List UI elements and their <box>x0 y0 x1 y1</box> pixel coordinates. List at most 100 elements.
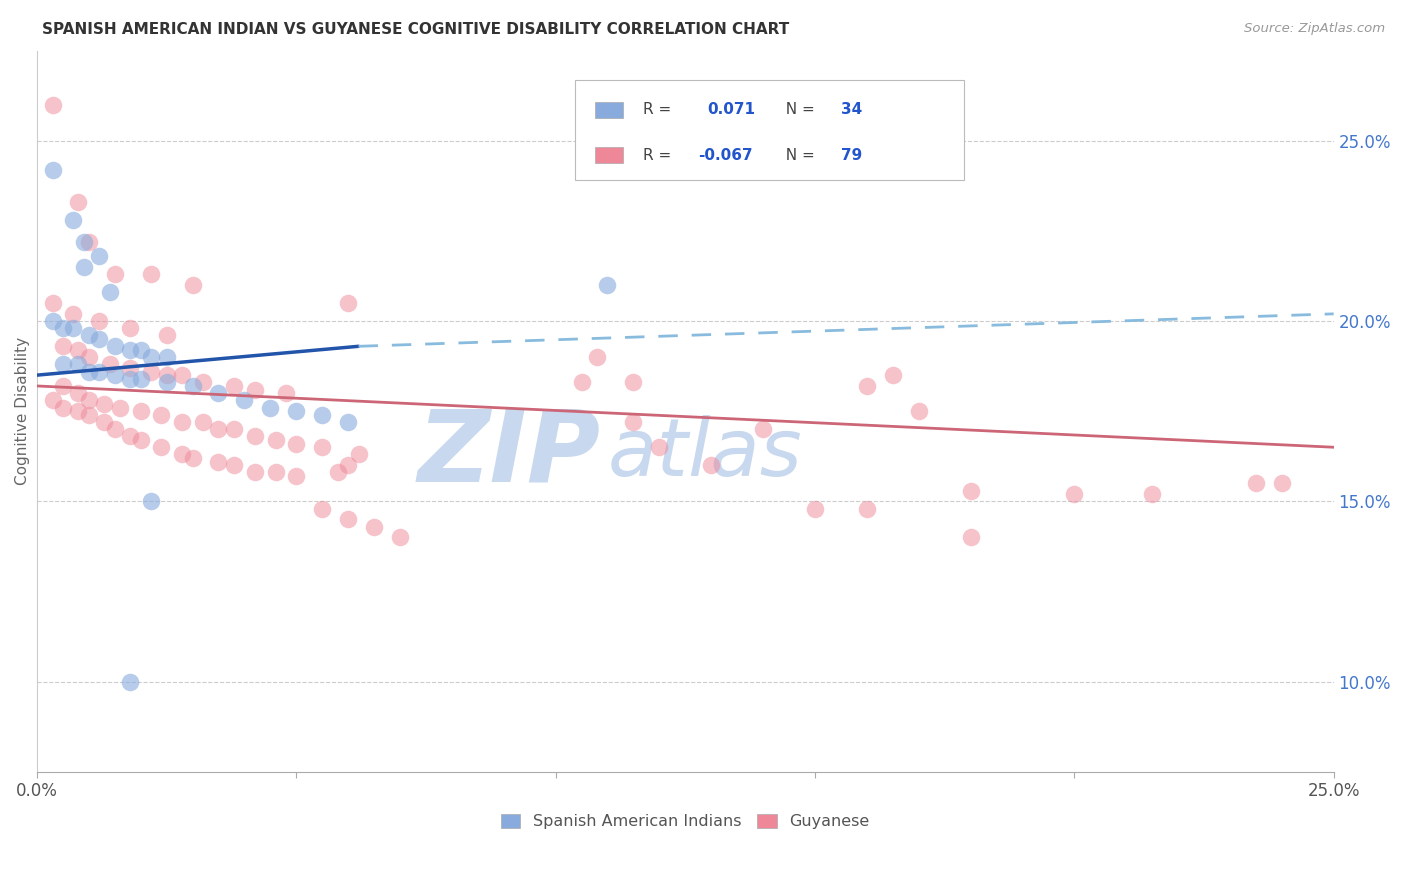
Point <box>139 350 162 364</box>
Point <box>233 393 256 408</box>
Point <box>191 376 214 390</box>
FancyBboxPatch shape <box>595 102 623 118</box>
Point <box>347 447 370 461</box>
Point <box>67 195 90 210</box>
Point <box>156 350 179 364</box>
Text: R =: R = <box>643 103 681 118</box>
Point <box>139 365 162 379</box>
Point <box>129 343 152 357</box>
Point <box>156 376 179 390</box>
Text: 0.071: 0.071 <box>707 103 755 118</box>
Point <box>1271 476 1294 491</box>
Point <box>337 458 360 473</box>
Point <box>52 401 75 415</box>
Text: R =: R = <box>643 148 676 162</box>
Point <box>243 383 266 397</box>
Point <box>104 267 127 281</box>
Point <box>1244 476 1267 491</box>
Point <box>264 466 287 480</box>
Point <box>207 386 229 401</box>
Point <box>98 285 121 300</box>
Point <box>156 368 179 383</box>
Point <box>93 415 115 429</box>
Point <box>67 343 90 357</box>
Point <box>93 397 115 411</box>
Point <box>120 321 142 335</box>
Text: N =: N = <box>776 103 820 118</box>
Point <box>804 501 827 516</box>
Point <box>62 307 84 321</box>
Point <box>285 469 308 483</box>
Point <box>959 483 981 498</box>
Point <box>259 401 281 415</box>
Point <box>41 162 63 177</box>
Point <box>207 422 229 436</box>
Point <box>222 422 245 436</box>
Point <box>89 365 111 379</box>
Point <box>181 379 204 393</box>
Text: ZIP: ZIP <box>418 406 600 503</box>
Point <box>363 519 385 533</box>
Point <box>172 447 194 461</box>
Text: SPANISH AMERICAN INDIAN VS GUYANESE COGNITIVE DISABILITY CORRELATION CHART: SPANISH AMERICAN INDIAN VS GUYANESE COGN… <box>42 22 789 37</box>
Point <box>129 404 152 418</box>
Point <box>77 328 100 343</box>
Point <box>89 314 111 328</box>
Point <box>856 379 879 393</box>
Point <box>72 235 94 249</box>
Point <box>67 357 90 371</box>
Point <box>596 278 619 293</box>
Point <box>907 404 929 418</box>
Point <box>752 422 775 436</box>
Point <box>222 379 245 393</box>
Point <box>571 376 593 390</box>
Point <box>41 393 63 408</box>
Point <box>389 530 412 544</box>
Point <box>1063 487 1085 501</box>
Point <box>285 436 308 450</box>
Point <box>623 376 645 390</box>
Point <box>41 296 63 310</box>
Point <box>67 404 90 418</box>
Point <box>41 97 63 112</box>
Point <box>52 321 75 335</box>
FancyBboxPatch shape <box>595 147 623 163</box>
Point <box>207 455 229 469</box>
Point <box>129 372 152 386</box>
Point <box>959 530 981 544</box>
Point <box>120 429 142 443</box>
Point <box>120 674 142 689</box>
Point <box>311 408 333 422</box>
Point <box>150 440 173 454</box>
Point <box>648 440 671 454</box>
Point <box>586 350 609 364</box>
Point <box>156 328 179 343</box>
Point <box>129 433 152 447</box>
Point <box>311 440 333 454</box>
Point <box>104 422 127 436</box>
Point <box>52 379 75 393</box>
Point <box>77 365 100 379</box>
Point <box>1140 487 1163 501</box>
Point <box>77 393 100 408</box>
Point <box>62 321 84 335</box>
Point <box>264 433 287 447</box>
Point <box>120 343 142 357</box>
Point <box>98 357 121 371</box>
Point <box>243 429 266 443</box>
Point <box>77 350 100 364</box>
Text: N =: N = <box>776 148 820 162</box>
Point <box>89 249 111 263</box>
Point <box>222 458 245 473</box>
Point <box>181 451 204 466</box>
Point <box>139 267 162 281</box>
Point <box>337 296 360 310</box>
Point <box>52 357 75 371</box>
Point <box>139 494 162 508</box>
Point <box>181 278 204 293</box>
Point <box>62 213 84 227</box>
Point <box>856 501 879 516</box>
Point <box>311 501 333 516</box>
Legend: Spanish American Indians, Guyanese: Spanish American Indians, Guyanese <box>495 808 876 836</box>
Point <box>700 458 723 473</box>
